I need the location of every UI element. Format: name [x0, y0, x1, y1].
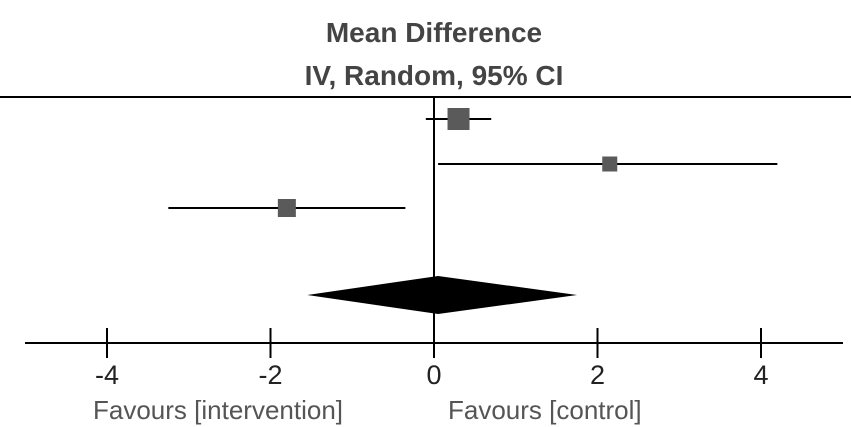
pooled-diamond — [307, 276, 578, 314]
x-tick-label: -4 — [95, 360, 119, 390]
favours-control-label: Favours [control] — [448, 395, 642, 425]
x-tick-label: 4 — [753, 360, 768, 390]
study-marker — [277, 199, 296, 217]
study-marker — [602, 156, 618, 172]
x-tick-label: 2 — [590, 360, 605, 390]
x-tick-label: -2 — [258, 360, 282, 390]
chart-title: Mean Difference — [326, 17, 542, 48]
chart-subtitle: IV, Random, 95% CI — [305, 60, 564, 91]
favours-intervention-label: Favours [intervention] — [93, 395, 343, 425]
plot-area: -4 -2 0 2 4 — [25, 97, 843, 390]
x-tick-label: 0 — [426, 360, 441, 390]
study-marker — [447, 108, 470, 130]
